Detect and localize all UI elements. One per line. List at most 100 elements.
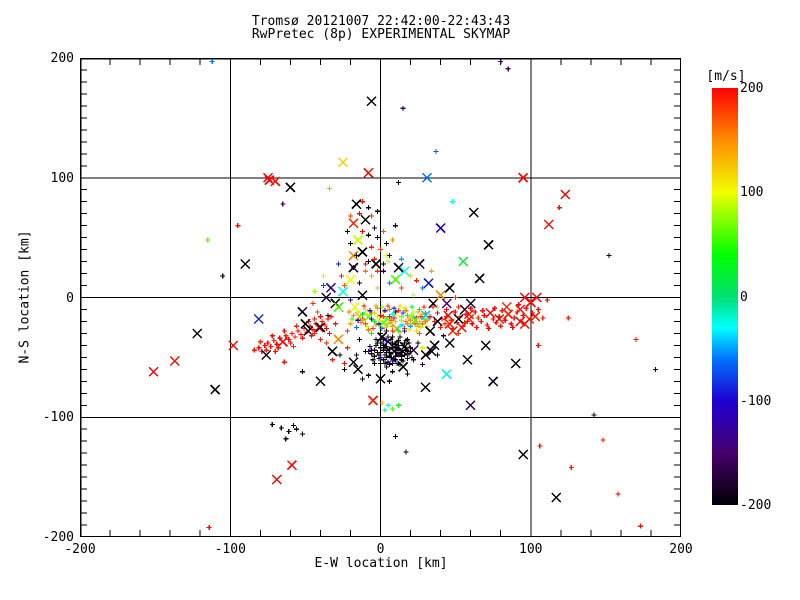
data-point-cross: [551, 492, 562, 503]
data-point-plus: [415, 340, 421, 346]
data-point-plus: [332, 321, 338, 327]
data-point-plus: [400, 358, 406, 364]
data-point-plus: [263, 347, 269, 353]
data-point-cross: [393, 262, 404, 273]
data-point-cross: [367, 395, 379, 406]
data-point-cross: [426, 346, 437, 357]
data-point-plus: [433, 148, 439, 154]
data-point-plus: [420, 321, 426, 327]
data-point-plus: [409, 304, 415, 310]
data-point-plus: [438, 324, 444, 330]
data-point-plus: [478, 318, 484, 324]
data-point-plus: [393, 318, 399, 324]
data-point-plus: [600, 437, 606, 443]
data-point-cross: [333, 302, 344, 313]
data-point-plus: [633, 336, 639, 342]
data-point-plus: [235, 223, 241, 229]
colorbar-tick-label: 200: [740, 81, 764, 96]
data-point-plus: [268, 344, 274, 350]
data-point-plus: [382, 345, 388, 351]
data-point-plus: [347, 213, 353, 219]
data-point-plus: [490, 316, 496, 322]
data-point-plus: [374, 208, 380, 214]
data-point-plus: [403, 318, 409, 324]
data-point-plus: [385, 334, 391, 340]
colorbar-gradient: [712, 88, 738, 505]
data-point-plus: [387, 280, 393, 286]
data-point-plus: [373, 342, 379, 348]
data-point-plus: [320, 283, 326, 289]
data-point-plus: [435, 352, 441, 358]
data-point-plus: [393, 223, 399, 229]
data-point-plus: [362, 348, 368, 354]
data-point-cross: [148, 366, 159, 377]
data-point-plus: [396, 328, 402, 334]
data-point-plus: [311, 289, 317, 295]
data-point-plus: [368, 330, 374, 336]
data-point-plus: [368, 213, 374, 219]
data-point-plus: [310, 327, 316, 333]
data-point-plus: [341, 360, 347, 366]
data-point-plus: [492, 305, 498, 311]
data-point-plus: [384, 338, 390, 344]
data-point-plus: [535, 342, 541, 348]
data-point-plus: [435, 304, 441, 310]
data-point-cross: [345, 274, 356, 285]
data-point-plus: [415, 309, 421, 315]
data-point-plus: [396, 180, 402, 186]
data-point-plus: [374, 268, 380, 274]
data-point-plus: [399, 256, 405, 262]
data-point-plus: [350, 312, 356, 318]
data-point-cross: [277, 336, 288, 347]
data-point-plus: [319, 318, 325, 324]
data-point-cross: [351, 199, 362, 210]
data-point-cross: [370, 258, 382, 270]
data-point-plus: [371, 360, 377, 366]
data-point-cross: [519, 292, 530, 303]
data-point-plus: [381, 229, 387, 235]
data-point-plus: [400, 105, 406, 111]
data-point-plus: [450, 199, 456, 205]
data-point-plus: [384, 350, 390, 356]
data-point-plus: [394, 339, 400, 345]
data-point-plus: [411, 292, 417, 298]
data-point-plus: [385, 402, 391, 408]
data-point-plus: [409, 311, 415, 317]
data-point-plus: [286, 336, 292, 342]
data-point-plus: [411, 357, 417, 363]
colorbar-title: [m/s]: [706, 69, 746, 84]
data-point-plus: [429, 268, 435, 274]
data-point-cross: [483, 239, 494, 250]
data-point-plus: [480, 308, 486, 314]
data-point-cross: [270, 176, 281, 187]
data-point-plus: [381, 357, 387, 363]
data-point-plus: [365, 205, 371, 211]
data-point-plus: [405, 336, 411, 342]
data-point-plus: [365, 259, 371, 265]
data-point-plus: [378, 330, 383, 336]
data-point-plus: [378, 360, 383, 366]
data-point-cross: [429, 340, 440, 351]
data-point-cross: [390, 274, 401, 285]
data-point-cross: [414, 258, 425, 270]
data-point-plus: [417, 318, 423, 324]
data-point-plus: [359, 376, 365, 382]
data-point-plus: [344, 328, 350, 334]
data-point-plus: [508, 321, 514, 327]
data-point-plus: [465, 318, 471, 324]
data-point-plus: [371, 256, 377, 262]
data-point-plus: [390, 311, 396, 317]
data-point-cross: [519, 318, 530, 329]
data-point-cross: [366, 96, 377, 107]
title-block: Tromsø 20121007 22:42:00-22:43:43 RwPret…: [0, 15, 762, 41]
data-point-plus: [565, 315, 571, 321]
data-point-plus: [346, 309, 352, 315]
data-point-plus: [435, 310, 441, 316]
data-point-plus: [359, 229, 365, 235]
data-point-plus: [349, 316, 355, 322]
data-point-plus: [388, 317, 394, 323]
data-point-plus: [379, 326, 385, 332]
data-point-cross: [441, 369, 452, 380]
data-point-plus: [209, 59, 215, 65]
data-point-plus: [393, 433, 399, 439]
